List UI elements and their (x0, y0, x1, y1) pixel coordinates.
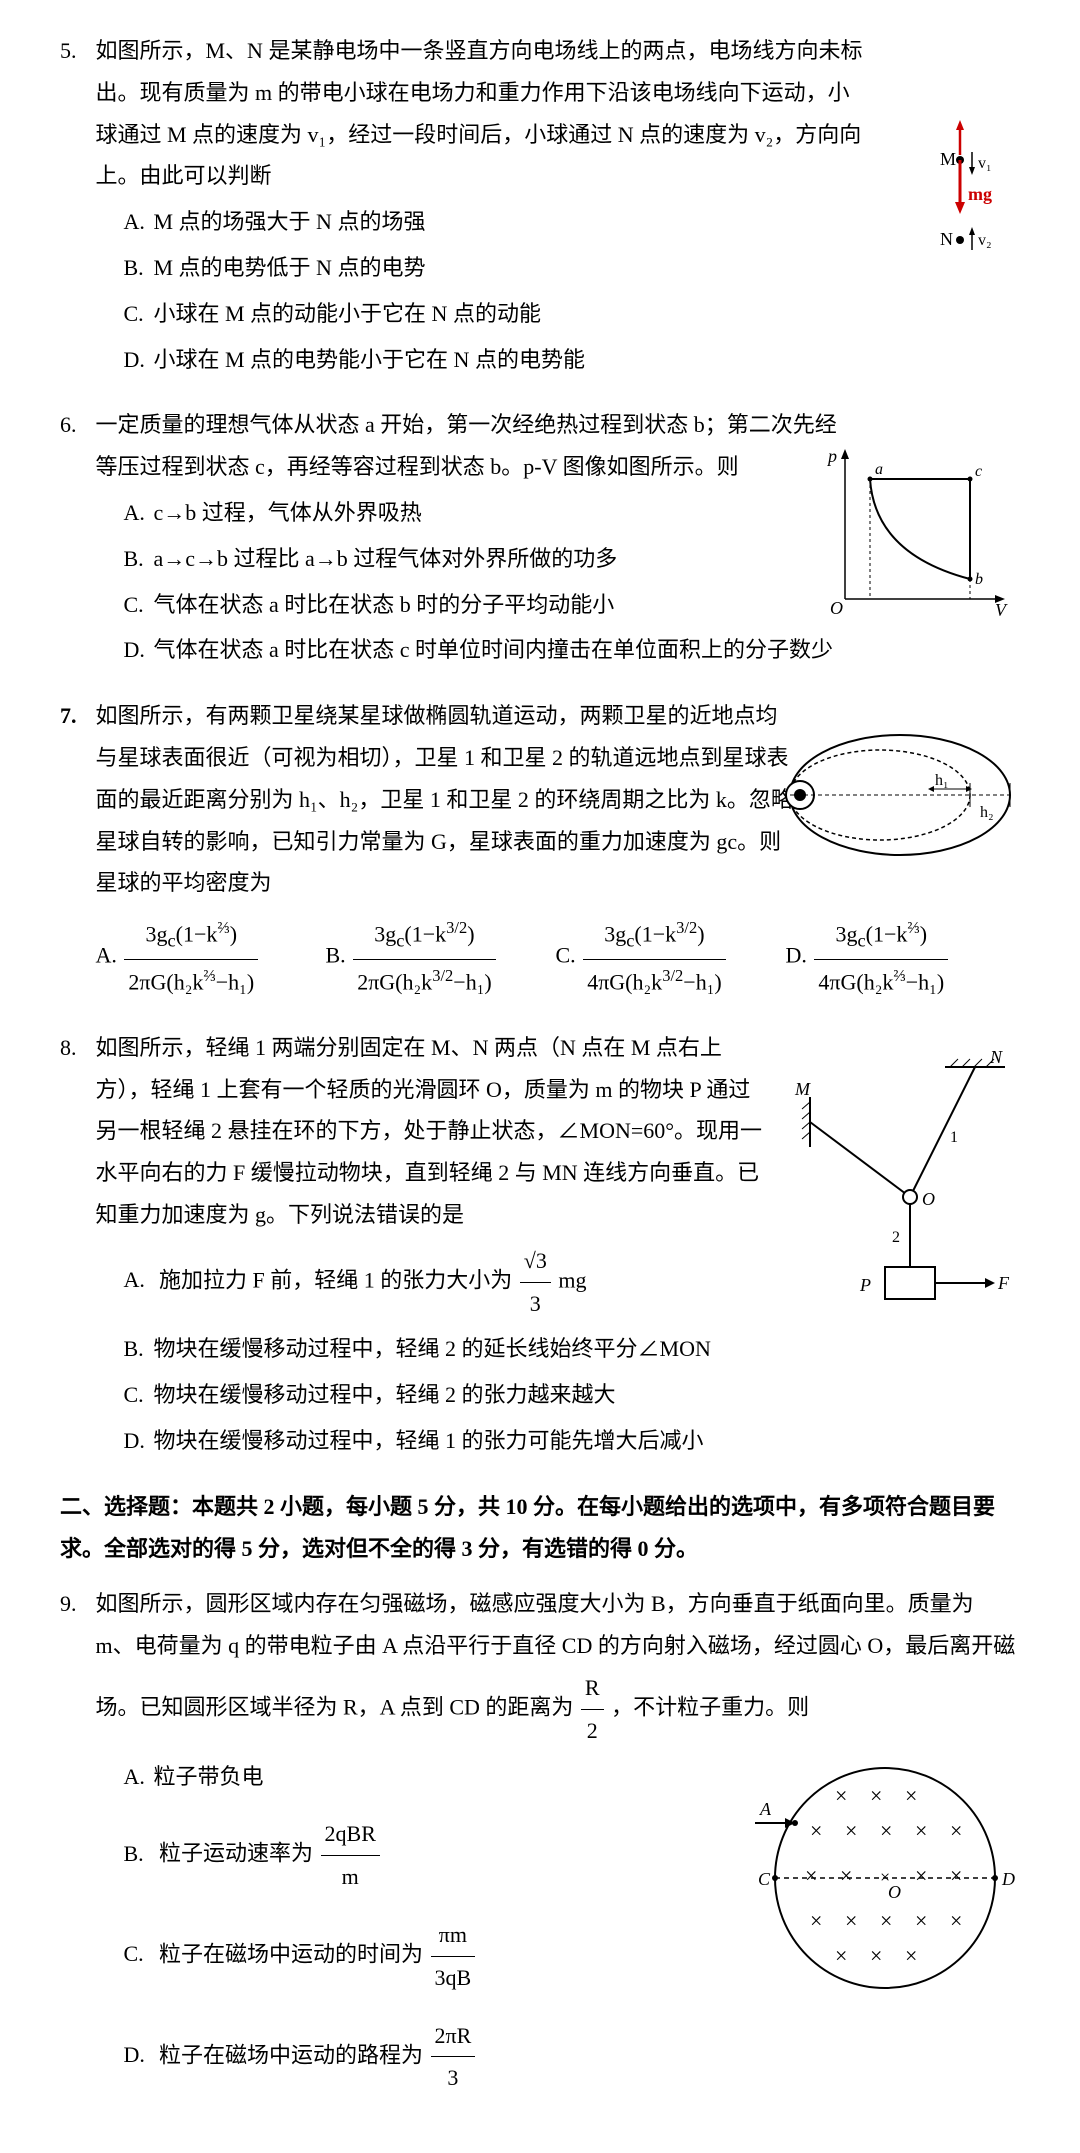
svg-text:h₁: h₁ (935, 772, 949, 789)
q6-diagram: p O V a c b (820, 444, 1010, 638)
option-a: A.M 点的场强大于 N 点的场强 (124, 201, 1016, 243)
question-text: 如图所示，M、N 是某静电场中一条竖直方向电场线上的两点，电场线方向未标出。现有… (96, 30, 866, 197)
svg-text:C: C (758, 1869, 771, 1889)
svg-text:h₂: h₂ (980, 804, 994, 821)
svg-text:×: × (880, 1908, 892, 1933)
svg-text:×: × (845, 1908, 857, 1933)
option-c: C. 3gc(1−k3/2) 4πG(h₂k3/2−h₁) (556, 912, 786, 1003)
svg-text:N: N (940, 229, 953, 249)
question-7: 7. 如图所示，有两颗卫星绕某星球做椭圆轨道运动，两颗卫星的近地点均与星球表面很… (60, 695, 1020, 1003)
svg-text:2: 2 (892, 1229, 900, 1246)
svg-text:×: × (840, 1863, 852, 1888)
question-text-pre: 如图所示，圆形区域内存在匀强磁场，磁感应强度大小为 B，方向垂直于纸面向里。质量… (96, 1591, 1016, 1719)
option-a: A. 3gc(1−k⅔) 2πG(h₂k⅔−h₁) (96, 912, 326, 1003)
question-text: 如图所示，有两颗卫星绕某星球做椭圆轨道运动，两颗卫星的近地点均与星球表面很近（可… (96, 695, 796, 904)
section-2-header: 二、选择题：本题共 2 小题，每小题 5 分，共 10 分。在每小题给出的选项中… (60, 1486, 1020, 1570)
svg-text:N: N (989, 1047, 1003, 1067)
svg-text:×: × (810, 1818, 822, 1843)
svg-text:×: × (880, 1818, 892, 1843)
svg-text:O: O (922, 1189, 935, 1209)
svg-text:P: P (859, 1275, 871, 1295)
question-number: 6. (60, 404, 90, 446)
question-number: 5. (60, 30, 90, 72)
question-body: 如图所示，M、N 是某静电场中一条竖直方向电场线上的两点，电场线方向未标出。现有… (96, 30, 1016, 380)
svg-text:V: V (995, 600, 1008, 620)
svg-text:×: × (835, 1783, 847, 1808)
svg-text:O: O (830, 598, 843, 618)
svg-text:p: p (826, 446, 837, 466)
question-text: 如图所示，轻绳 1 两端分别固定在 M、N 两点（N 点在 M 点右上方），轻绳… (96, 1027, 766, 1236)
svg-text:F: F (997, 1273, 1010, 1293)
question-number: 8. (60, 1027, 90, 1069)
svg-text:M: M (794, 1079, 811, 1099)
svg-text:v₁: v₁ (978, 155, 992, 172)
svg-text:a: a (875, 461, 883, 478)
svg-text:×: × (950, 1908, 962, 1933)
svg-text:×: × (915, 1863, 927, 1888)
svg-text:M: M (940, 149, 956, 169)
svg-text:×: × (905, 1783, 917, 1808)
svg-text:×: × (870, 1943, 882, 1968)
svg-text:v₂: v₂ (978, 232, 992, 249)
question-text: 一定质量的理想气体从状态 a 开始，第一次经绝热过程到状态 b；第二次先经等压过… (96, 404, 846, 488)
question-text-post: ，不计粒子重力。则 (611, 1694, 809, 1719)
question-5: 5. 如图所示，M、N 是某静电场中一条竖直方向电场线上的两点，电场线方向未标出… (60, 30, 1020, 380)
svg-text:×: × (835, 1943, 847, 1968)
option-c: C.物块在缓慢移动过程中，轻绳 2 的张力越来越大 (124, 1374, 1016, 1416)
q9-diagram: C D O × A ××× ××××× ×××× ××××× ××× (740, 1753, 1020, 2017)
svg-text:D: D (1001, 1869, 1015, 1889)
svg-text:×: × (870, 1783, 882, 1808)
svg-text:×: × (810, 1908, 822, 1933)
svg-text:1: 1 (950, 1129, 958, 1146)
option-b: B. 3gc(1−k3/2) 2πG(h₂k3/2−h₁) (326, 912, 556, 1003)
option-d: D. 粒子在磁场中运动的路程为 2πR3 (124, 2015, 1016, 2100)
option-d: D. 3gc(1−k⅔) 4πG(h₂k⅔−h₁) (786, 912, 1016, 1003)
svg-text:×: × (845, 1818, 857, 1843)
svg-text:×: × (950, 1818, 962, 1843)
q7-diagram: h₁ h₂ (780, 725, 1020, 879)
q5-diagram: M v₁ mg N v₂ (910, 110, 1000, 294)
question-9: 9. 如图所示，圆形区域内存在匀强磁场，磁感应强度大小为 B，方向垂直于纸面向里… (60, 1583, 1020, 2099)
svg-text:×: × (950, 1863, 962, 1888)
svg-text:×: × (905, 1943, 917, 1968)
question-number: 9. (60, 1583, 90, 1625)
svg-text:b: b (975, 571, 983, 588)
svg-text:×: × (880, 1867, 890, 1887)
option-d: D.气体在状态 a 时比在状态 c 时单位时间内撞击在单位面积上的分子数少 (124, 629, 844, 671)
svg-text:mg: mg (968, 184, 992, 204)
q8-diagram: M N 1 O 2 P F (790, 1047, 1020, 1331)
option-c: C.小球在 M 点的动能小于它在 N 点的动能 (124, 293, 1016, 335)
svg-text:c: c (975, 463, 982, 480)
svg-text:×: × (915, 1908, 927, 1933)
question-number: 7. (60, 695, 90, 737)
svg-text:×: × (805, 1863, 817, 1888)
q7-options: A. 3gc(1−k⅔) 2πG(h₂k⅔−h₁) B. 3gc(1−k3/2)… (96, 912, 1016, 1003)
question-8: 8. 如图所示，轻绳 1 两端分别固定在 M、N 两点（N 点在 M 点右上方）… (60, 1027, 1020, 1462)
question-6: 6. 一定质量的理想气体从状态 a 开始，第一次经绝热过程到状态 b；第二次先经… (60, 404, 1020, 671)
option-d: D.小球在 M 点的电势能小于它在 N 点的电势能 (124, 339, 1016, 381)
option-b: B.物块在缓慢移动过程中，轻绳 2 的延长线始终平分∠MON (124, 1328, 1016, 1370)
option-b: B.M 点的电势低于 N 点的电势 (124, 247, 1016, 289)
option-d: D.物块在缓慢移动过程中，轻绳 1 的张力可能先增大后减小 (124, 1420, 1016, 1462)
svg-text:×: × (915, 1818, 927, 1843)
svg-text:A: A (759, 1799, 772, 1819)
